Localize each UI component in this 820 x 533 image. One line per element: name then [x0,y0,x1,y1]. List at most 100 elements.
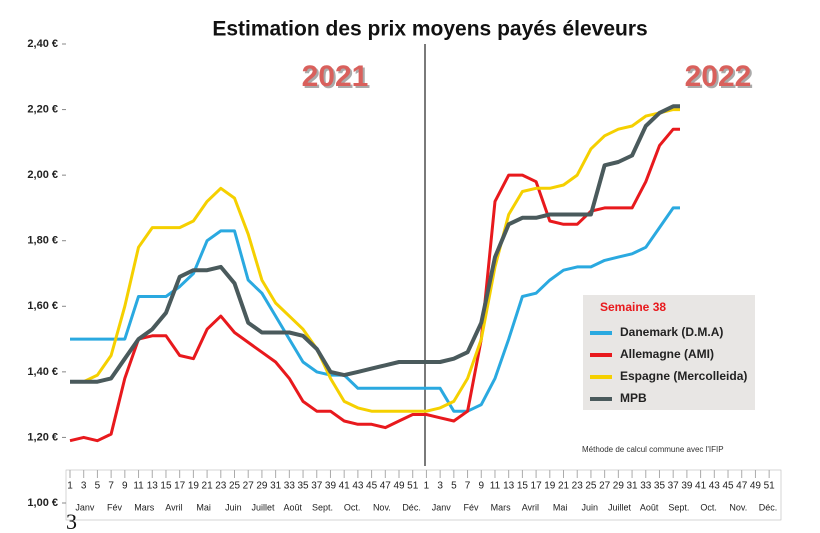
chart-title: Estimation des prix moyens payés éleveur… [212,18,647,41]
month-label: Fév [107,502,123,512]
x-tick-label: 7 [465,481,471,492]
x-tick-label: 39 [681,481,693,492]
y-tick-label: 1,00 € [27,497,58,509]
x-tick-label: 7 [108,481,114,492]
month-label: Juin [582,502,599,512]
x-tick-label: 13 [147,481,159,492]
x-tick-label: 19 [188,481,200,492]
page-number: 3 [66,509,77,533]
x-tick-label: 43 [352,481,364,492]
x-tick-label: 25 [585,481,597,492]
x-tick-label: 37 [668,481,680,492]
x-tick-label: 51 [407,481,419,492]
legend-box [583,295,755,410]
x-tick-label: 47 [736,481,748,492]
series-line [70,108,680,413]
x-tick-label: 23 [572,481,584,492]
month-label: Janv [432,502,452,512]
month-label: Août [284,502,303,512]
month-label: Sept. [668,502,689,512]
year-label-shadow: 2021 [304,62,371,95]
x-tick-label: 49 [750,481,762,492]
year-label-shadow: 2022 [687,62,754,95]
legend-label: Espagne (Mercolleida) [620,369,747,383]
month-label: Juillet [608,502,632,512]
x-tick-label: 15 [160,481,172,492]
x-tick-label: 17 [531,481,543,492]
x-tick-label: 15 [517,481,529,492]
month-label: Nov. [729,502,747,512]
month-label: Oct. [344,502,361,512]
x-tick-label: 45 [366,481,378,492]
x-tick-label: 11 [133,481,144,492]
x-tick-label: 51 [764,481,776,492]
x-tick-label: 33 [284,481,296,492]
x-tick-label: 27 [599,481,611,492]
x-tick-label: 1 [424,481,430,492]
x-tick-label: 35 [654,481,666,492]
month-label: Fév [463,502,479,512]
x-tick-label: 21 [202,481,214,492]
x-tick-label: 27 [243,481,255,492]
x-tick-label: 49 [393,481,405,492]
month-label: Août [640,502,659,512]
x-tick-label: 41 [695,481,707,492]
x-tick-label: 37 [311,481,323,492]
month-label: Juillet [252,502,276,512]
series-line [69,127,680,443]
month-label: Déc. [402,502,421,512]
y-tick-label: 1,20 € [27,431,58,443]
y-tick-label: 1,40 € [27,366,58,378]
x-tick-label: 21 [558,481,570,492]
x-tick-label: 13 [503,481,515,492]
month-label: Nov. [373,502,391,512]
x-tick-label: 19 [544,481,556,492]
x-tick-label: 39 [325,481,337,492]
x-tick-label: 29 [613,481,625,492]
x-tick-label: 41 [339,481,351,492]
note: Méthode de calcul commune avec l'IFIP [582,445,724,454]
x-tick-label: 23 [215,481,227,492]
legend-label: MPB [620,391,647,405]
series-line [70,104,680,384]
x-axis-band [65,469,782,521]
y-tick-label: 2,40 € [27,38,58,50]
x-tick-label: 33 [640,481,652,492]
month-label: Mars [491,502,511,512]
y-tick-label: 1,80 € [27,235,58,247]
y-tick-label: 2,00 € [27,169,58,181]
y-tick-label: 1,60 € [27,300,58,312]
legend-label: Allemagne (AMI) [620,347,714,361]
month-label: Juin [225,502,242,512]
x-tick-label: 25 [229,481,241,492]
x-tick-label: 31 [270,481,282,492]
month-label: Mai [553,502,568,512]
x-tick-label: 43 [709,481,721,492]
month-label: Mars [134,502,154,512]
x-tick-label: 3 [81,481,87,492]
x-tick-label: 9 [478,481,484,492]
x-tick-label: 11 [490,481,501,492]
x-tick-label: 17 [174,481,186,492]
x-tick-label: 5 [95,481,101,492]
month-label: Sept. [312,502,333,512]
month-label: Avril [522,502,539,512]
year-label: 2022 [685,60,752,93]
x-tick-label: 3 [437,481,443,492]
month-label: Mai [196,502,211,512]
month-label: Oct. [700,502,717,512]
legend-label: Danemark (D.M.A) [620,325,723,339]
x-tick-label: 45 [722,481,734,492]
x-tick-label: 1 [67,481,73,492]
month-label: Janv [75,502,95,512]
y-tick-label: 2,20 € [27,103,58,115]
x-tick-label: 5 [451,481,457,492]
x-tick-label: 29 [256,481,268,492]
year-label: 2021 [302,60,369,93]
month-label: Avril [165,502,182,512]
x-tick-label: 9 [122,481,128,492]
legend-title: Semaine 38 [600,300,666,314]
x-tick-label: 35 [297,481,309,492]
